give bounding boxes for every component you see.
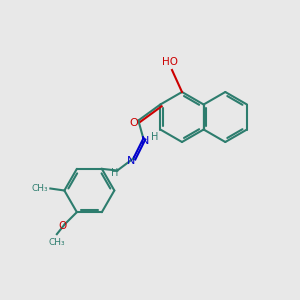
Text: N: N (141, 136, 149, 146)
Text: H: H (111, 169, 118, 178)
Text: HO: HO (162, 57, 178, 67)
Text: O: O (129, 118, 138, 128)
Text: O: O (59, 221, 67, 231)
Text: H: H (151, 133, 158, 142)
Text: CH₃: CH₃ (32, 184, 48, 193)
Text: N: N (127, 155, 136, 166)
Text: CH₃: CH₃ (49, 238, 65, 247)
